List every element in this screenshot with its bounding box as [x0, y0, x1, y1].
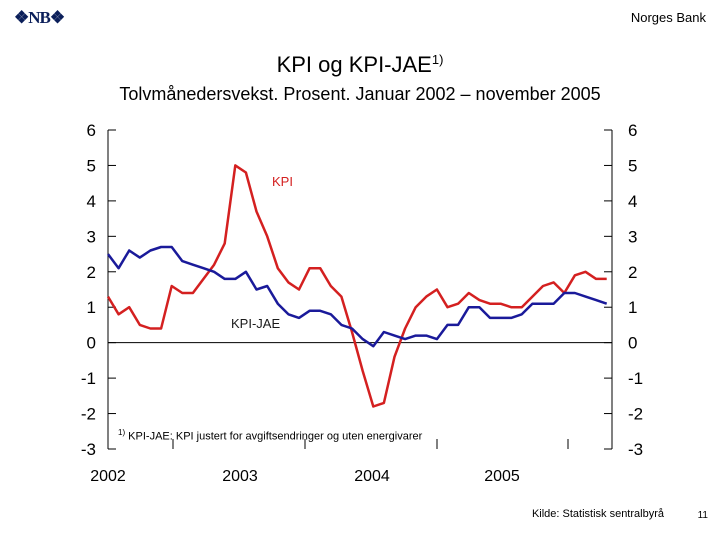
- chart-title-text: KPI og KPI-JAE: [276, 52, 432, 77]
- series-lines: [106, 164, 608, 408]
- chart-subtitle: Tolvmånedersvekst. Prosent. Januar 2002 …: [119, 84, 601, 104]
- x-tick-label: 2004: [354, 468, 390, 485]
- series-labels: KPI KPI-JAE: [231, 174, 293, 331]
- x-tick-label: 2002: [90, 468, 126, 485]
- page-number: 11: [697, 510, 708, 521]
- y-tick-label-left: 4: [87, 192, 96, 211]
- x-tick-label: 2003: [222, 468, 258, 485]
- footnote: 1) KPI-JAE: KPI justert for avgiftsendri…: [118, 428, 422, 443]
- series-label-kpi-jae: KPI-JAE: [231, 316, 280, 331]
- footnote-text: KPI-JAE: KPI justert for avgiftsendringe…: [125, 430, 423, 443]
- y-tick-label-left: 2: [87, 263, 96, 282]
- logo-text: NB: [28, 8, 51, 27]
- y-tick-label-left: 0: [87, 334, 96, 353]
- y-tick-label-right: -2: [628, 405, 643, 424]
- plot-frame: [107, 130, 613, 449]
- y-tick-label-right: 6: [628, 121, 637, 140]
- chart-title: KPI og KPI-JAE1): [0, 52, 720, 78]
- source-note: Kilde: Statistisk sentralbyrå: [531, 508, 664, 520]
- y-tick-label-right: 2: [628, 263, 637, 282]
- y-tick-label-right: -1: [628, 369, 643, 388]
- y-tick-label-left: -2: [81, 405, 96, 424]
- footnote-marker: 1): [118, 428, 126, 437]
- y-tick-label-left: -1: [81, 369, 96, 388]
- y-tick-label-right: 0: [628, 334, 637, 353]
- y-tick-label-right: -3: [628, 440, 643, 459]
- x-tick-label: 2005: [484, 468, 520, 485]
- logo-symbol-left: ❖: [14, 8, 29, 27]
- y-axis-right: 6 5 4 3 2 1 0 -1 -2 -3: [604, 121, 643, 459]
- y-axis-left: 6 5 4 3 2 1 0 -1 -2 -3: [81, 121, 116, 459]
- y-tick-label-left: -3: [81, 440, 96, 459]
- y-tick-label-left: 3: [87, 227, 96, 246]
- x-axis: 2002 2003 2004 2005: [90, 439, 569, 485]
- y-tick-label-left: 1: [87, 298, 96, 317]
- series-label-kpi: KPI: [272, 174, 293, 189]
- title-footnote-marker: 1): [431, 52, 444, 67]
- norges-bank-logo: ❖NB❖: [14, 8, 65, 28]
- y-tick-label-right: 5: [628, 156, 637, 175]
- bank-name: Norges Bank: [630, 10, 706, 25]
- y-tick-label-right: 1: [628, 298, 637, 317]
- series-line-kpi: [106, 164, 607, 408]
- y-tick-label-left: 6: [87, 121, 96, 140]
- series-line-kpi-jae: [107, 245, 608, 348]
- y-tick-label-right: 3: [628, 227, 637, 246]
- y-tick-label-right: 4: [628, 192, 637, 211]
- logo-symbol-right: ❖: [49, 8, 65, 27]
- y-tick-label-left: 5: [87, 156, 96, 175]
